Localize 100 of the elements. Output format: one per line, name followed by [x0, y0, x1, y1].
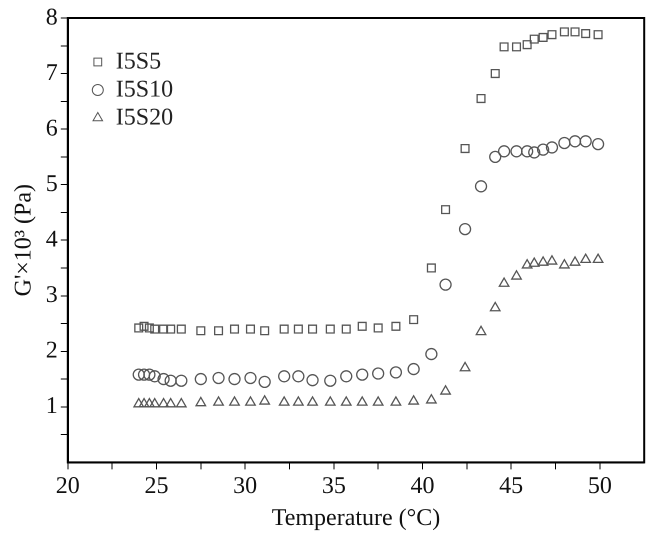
- point: [356, 396, 368, 406]
- x-tick-label: 45: [499, 473, 524, 500]
- point: [570, 27, 580, 36]
- point: [159, 324, 168, 334]
- point: [489, 150, 502, 164]
- point: [195, 396, 206, 406]
- point: [308, 324, 318, 334]
- point: [476, 326, 486, 336]
- point: [570, 256, 580, 266]
- point: [581, 29, 590, 38]
- x-tick-label: 50: [588, 473, 612, 500]
- point: [148, 370, 161, 382]
- point: [324, 374, 336, 387]
- point: [426, 263, 436, 273]
- point: [157, 372, 170, 386]
- point: [132, 368, 145, 381]
- point: [409, 315, 418, 324]
- point: [134, 323, 144, 333]
- point: [440, 385, 451, 395]
- point: [594, 30, 603, 40]
- point: [176, 324, 186, 334]
- point: [340, 396, 352, 406]
- point: [390, 366, 402, 379]
- point: [176, 398, 187, 408]
- point: [326, 324, 335, 334]
- point: [144, 323, 154, 333]
- point: [342, 324, 351, 334]
- point: [149, 398, 160, 408]
- x-axis-title: Temperature (°C): [272, 504, 440, 531]
- y-tick-label: 1: [46, 393, 58, 420]
- point: [175, 374, 188, 387]
- point: [194, 372, 207, 386]
- point: [458, 222, 472, 236]
- point: [512, 42, 522, 52]
- legend-label: I5S10: [116, 76, 174, 102]
- point: [324, 396, 336, 406]
- point: [538, 32, 548, 42]
- point: [356, 368, 368, 381]
- point: [426, 394, 437, 404]
- point: [196, 326, 206, 336]
- point: [474, 180, 488, 192]
- x-tick-label: 30: [233, 473, 258, 500]
- y-tick-label: 7: [46, 60, 58, 86]
- x-tick-label: 25: [144, 473, 168, 500]
- point: [144, 398, 155, 408]
- point: [245, 396, 256, 406]
- point: [546, 255, 558, 265]
- point: [391, 322, 400, 331]
- point: [490, 69, 500, 78]
- point: [230, 324, 240, 334]
- point: [246, 324, 256, 334]
- point: [294, 324, 303, 334]
- y-tick-label: 8: [46, 4, 58, 30]
- y-tick-label: 3: [46, 282, 58, 308]
- point: [292, 370, 305, 382]
- point: [500, 42, 509, 52]
- y-tick-label: 6: [46, 115, 58, 142]
- point: [258, 376, 271, 388]
- point: [372, 396, 384, 406]
- point: [547, 30, 557, 40]
- point: [530, 34, 539, 44]
- point: [372, 367, 384, 380]
- y-tick-label: 5: [46, 170, 58, 197]
- point: [150, 324, 160, 334]
- point: [476, 94, 486, 104]
- x-tick-label: 40: [410, 473, 435, 500]
- point: [278, 396, 290, 406]
- point: [307, 396, 318, 406]
- point: [568, 135, 582, 148]
- point: [522, 40, 532, 50]
- point: [510, 145, 523, 158]
- point: [439, 278, 452, 291]
- point: [138, 398, 150, 408]
- point: [143, 368, 156, 381]
- point: [560, 27, 569, 36]
- point: [164, 374, 177, 387]
- point: [580, 253, 592, 264]
- point: [511, 270, 522, 280]
- point: [580, 135, 592, 148]
- point: [592, 138, 604, 150]
- point: [133, 398, 144, 408]
- point: [498, 277, 510, 287]
- point: [528, 146, 540, 159]
- point: [498, 145, 510, 158]
- point: [441, 205, 450, 214]
- point: [522, 259, 533, 269]
- point: [536, 144, 550, 156]
- point: [165, 398, 176, 408]
- x-tick-label: 35: [322, 473, 346, 500]
- point: [138, 368, 150, 381]
- point: [166, 324, 176, 334]
- point: [490, 302, 501, 312]
- point: [538, 256, 549, 266]
- point: [358, 322, 367, 331]
- point: [214, 326, 224, 336]
- point: [140, 322, 149, 331]
- point: [228, 372, 241, 386]
- point: [292, 396, 304, 406]
- point: [340, 370, 352, 382]
- point: [558, 259, 570, 269]
